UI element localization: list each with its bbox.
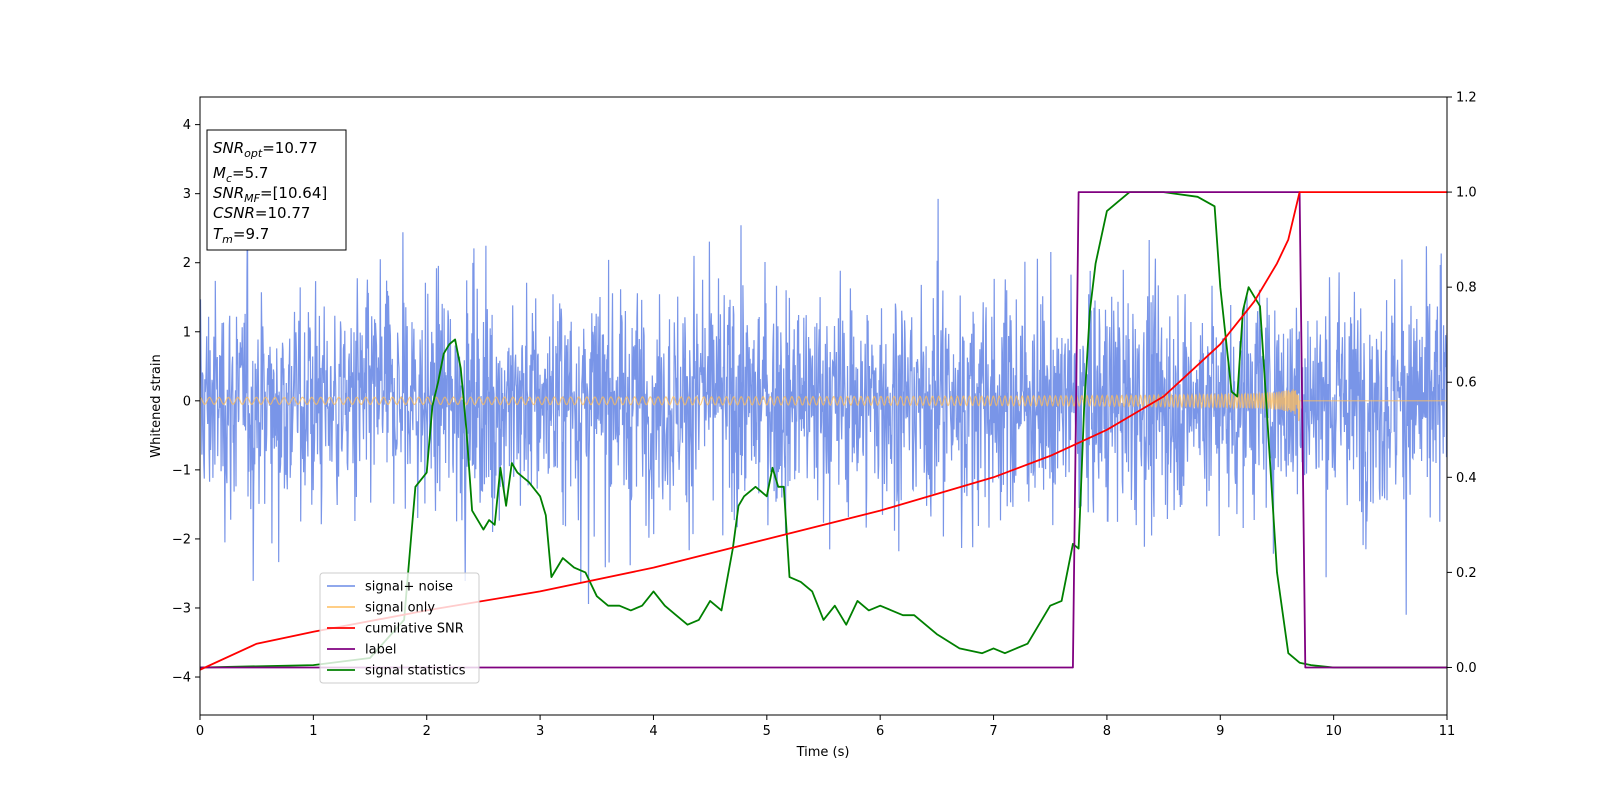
legend-label: signal statistics [365, 664, 466, 679]
annotation-box-frame [206, 129, 347, 251]
legend-label: cumilative SNR [365, 622, 464, 637]
legend-label: signal+ noise [365, 580, 453, 595]
series-signal-plus-noise [200, 198, 1447, 615]
y-left-tick-label: −3 [172, 601, 191, 616]
y-right-tick-label: 0.8 [1456, 281, 1477, 296]
annotation-line: SNRMF=[10.64] [213, 184, 327, 205]
y-left-tick-label: 3 [183, 187, 191, 202]
x-axis-label: Time (s) [796, 745, 850, 760]
y-left-tick-label: 2 [183, 256, 191, 271]
y-left-tick-label: 0 [183, 394, 191, 409]
axes: 0 1 2 3 4 5 6 7 8 9 10 1143210−1−2−3−41.21.00.80.60… [172, 91, 1477, 740]
annotation-box: SNRopt=10.77 Mc=5.7SNRMF=[10.64]CSNR=10.7… [206, 129, 347, 251]
x-tick-label: 7 [989, 724, 997, 739]
x-tick-label: 4 [649, 724, 657, 739]
y-left-tick-label: −2 [172, 532, 191, 547]
x-tick-label: 0 [196, 724, 204, 739]
series-label [200, 191, 1447, 669]
legend-label: label [365, 643, 396, 658]
x-tick-label: 9 [1216, 724, 1224, 739]
x-tick-label: 11 [1439, 724, 1456, 739]
y-right-tick-label: 0.0 [1456, 661, 1477, 676]
y-left-tick-label: −4 [172, 671, 191, 686]
plot-frame [199, 96, 1448, 716]
x-tick-label: 3 [536, 724, 544, 739]
annotation-line: SNRopt=10.77 [213, 139, 318, 160]
x-tick-label: 2 [423, 724, 431, 739]
y-right-tick-label: 0.6 [1456, 376, 1477, 391]
x-tick-label: 1 [309, 724, 317, 739]
plot-area [200, 191, 1447, 671]
y-left-tick-label: 4 [183, 118, 191, 133]
legend: signal+ noise signal only cumilative SNR la… [319, 572, 480, 684]
series-signal-only [200, 389, 1447, 422]
x-tick-label: 10 [1325, 724, 1342, 739]
annotation-line: Tm=9.7 [213, 225, 269, 246]
y-right-tick-label: 1.2 [1456, 91, 1477, 106]
x-tick-label: 6 [876, 724, 884, 739]
y-axis-label: Whitened strain [149, 354, 164, 457]
legend-label: signal only [365, 601, 435, 616]
y-right-tick-label: 1.0 [1456, 186, 1477, 201]
x-tick-label: 8 [1103, 724, 1111, 739]
y-right-tick-label: 0.2 [1456, 566, 1477, 581]
y-left-tick-label: 1 [183, 325, 191, 340]
legend-frame [319, 572, 480, 684]
x-tick-label: 5 [763, 724, 771, 739]
annotation-line: CSNR=10.77 [213, 204, 310, 222]
y-left-tick-label: −1 [172, 463, 191, 478]
annotation-line: Mc=5.7 [213, 164, 268, 185]
y-right-tick-label: 0.4 [1456, 471, 1477, 486]
